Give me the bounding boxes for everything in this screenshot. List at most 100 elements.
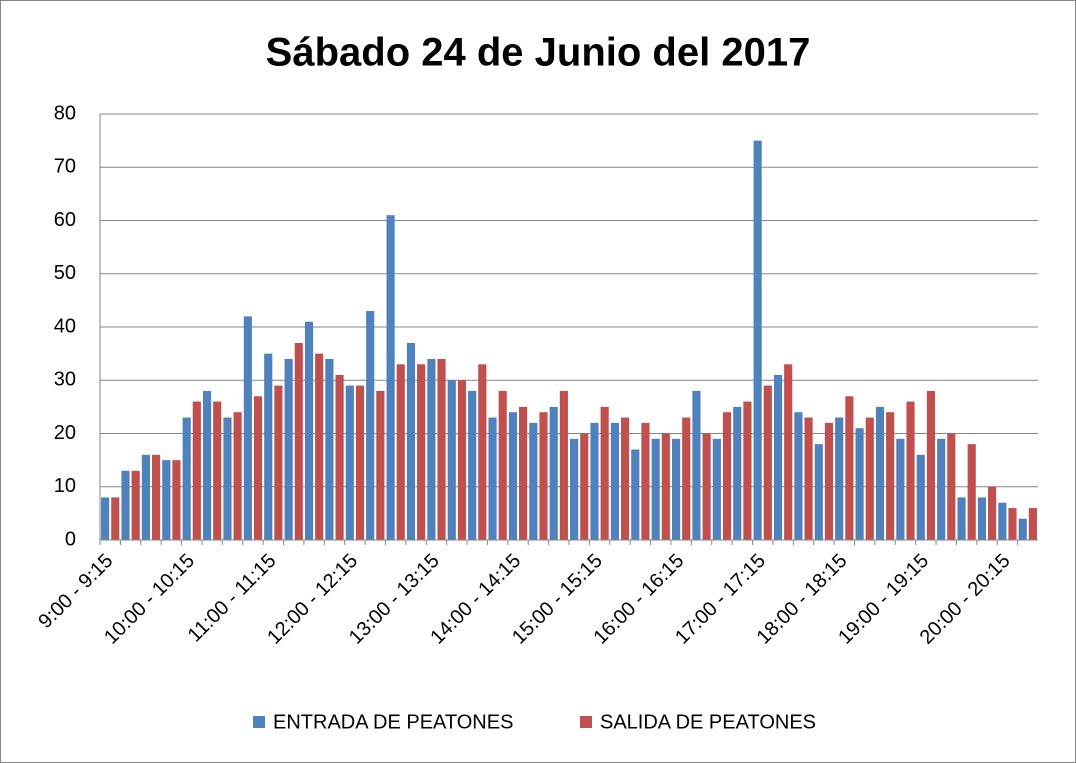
bar	[508, 412, 518, 540]
bar	[294, 342, 303, 540]
bar	[916, 454, 925, 540]
bar	[784, 364, 793, 540]
legend-swatch	[253, 716, 265, 728]
bar	[682, 417, 691, 540]
chart-title: Sábado 24 de Junio del 2017	[266, 31, 811, 75]
bar	[570, 438, 579, 540]
bar	[376, 390, 385, 540]
bar	[722, 412, 732, 540]
bar	[1018, 518, 1027, 540]
bar	[498, 390, 507, 540]
bar	[794, 412, 803, 540]
bar	[478, 364, 487, 540]
bar	[733, 406, 742, 540]
bar	[223, 417, 232, 540]
y-tick-label: 50	[54, 262, 76, 284]
bar	[457, 380, 467, 540]
bar	[121, 470, 130, 540]
bar	[315, 353, 324, 540]
bar	[355, 385, 365, 540]
bar	[1028, 508, 1037, 540]
bar	[488, 417, 497, 540]
bar	[590, 422, 599, 540]
bar	[692, 390, 701, 540]
y-tick-label: 80	[54, 102, 76, 124]
bar	[1008, 508, 1017, 540]
bar	[814, 444, 823, 540]
y-tick-label: 60	[54, 209, 76, 231]
y-tick-label: 0	[65, 528, 76, 550]
y-tick-label: 70	[54, 156, 76, 178]
bar	[875, 406, 885, 540]
bar	[600, 406, 609, 540]
bar	[162, 460, 171, 540]
bar	[865, 417, 874, 540]
bar	[620, 417, 630, 540]
bar	[998, 502, 1007, 540]
bar	[417, 364, 426, 540]
bar	[967, 444, 976, 540]
bar	[427, 358, 436, 540]
bar	[192, 401, 201, 540]
bar	[804, 417, 813, 540]
bar	[977, 497, 987, 540]
bar	[845, 396, 854, 540]
bar	[855, 428, 864, 540]
bar	[111, 497, 120, 540]
bar	[886, 412, 895, 540]
bar	[702, 433, 711, 540]
bar	[937, 438, 946, 540]
y-tick-label: 10	[54, 475, 76, 497]
bar	[386, 215, 395, 541]
bar	[366, 311, 375, 540]
bar	[651, 438, 660, 540]
y-tick-label: 30	[54, 369, 76, 391]
bar	[101, 497, 110, 540]
bar	[988, 486, 997, 540]
bar	[253, 396, 263, 540]
bar	[661, 433, 670, 540]
bar	[396, 364, 405, 540]
legend-label: ENTRADA DE PEATONES	[273, 711, 513, 733]
bar	[406, 342, 416, 540]
bar	[926, 390, 936, 540]
bar	[284, 358, 293, 540]
bar	[763, 385, 772, 540]
bar	[712, 438, 721, 540]
bar	[213, 401, 222, 540]
y-tick-label: 20	[54, 422, 76, 444]
bar	[896, 438, 905, 540]
bar	[233, 412, 242, 540]
bar	[172, 460, 181, 540]
bar	[906, 401, 915, 540]
bar	[773, 374, 783, 540]
bar	[141, 454, 150, 540]
bar	[131, 470, 140, 540]
bar	[641, 422, 650, 540]
bar	[243, 316, 252, 540]
bar	[335, 374, 344, 540]
bar	[539, 412, 548, 540]
bar	[437, 358, 446, 540]
bar	[549, 406, 558, 540]
bar	[182, 417, 191, 540]
bar	[743, 401, 752, 540]
bar	[468, 390, 477, 540]
bar	[580, 433, 589, 540]
bar	[957, 497, 966, 540]
bar	[947, 433, 956, 540]
bar	[274, 385, 283, 540]
bar	[519, 406, 528, 540]
legend-swatch	[580, 716, 592, 728]
bar	[325, 358, 334, 540]
bar	[447, 380, 456, 540]
bar	[835, 417, 844, 540]
bar	[529, 422, 538, 540]
bar	[610, 422, 619, 540]
bar	[824, 422, 834, 540]
bar	[304, 321, 314, 540]
bar	[753, 140, 762, 540]
y-tick-label: 40	[54, 315, 76, 337]
